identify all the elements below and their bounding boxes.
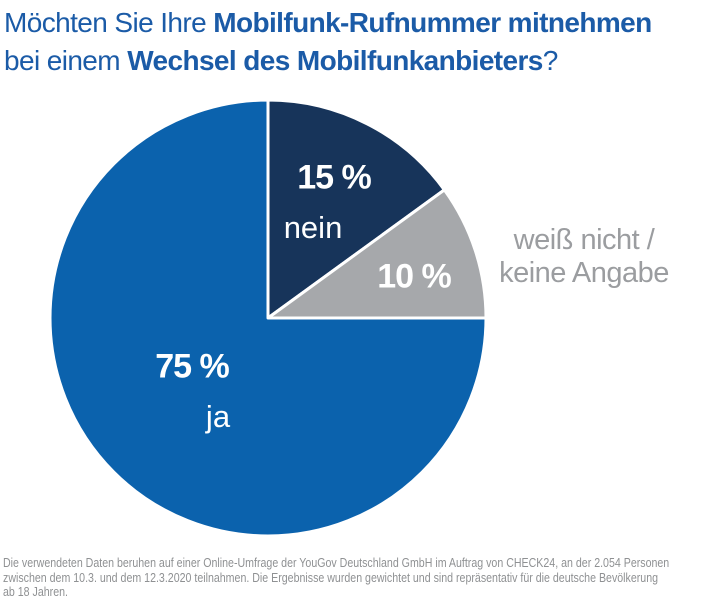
outside-label-line-2: keine Angabe [499, 257, 669, 289]
title-line2-regular: bei einem [4, 45, 128, 76]
title-line1-regular: Möchten Sie Ihre [4, 7, 214, 38]
pie-chart [48, 98, 488, 538]
slice-name-ja: ja [205, 399, 231, 434]
source-note: Die verwendeten Daten beruhen auf einer … [3, 556, 710, 600]
source-note-line-1: Die verwendeten Daten beruhen auf einer … [3, 556, 670, 570]
slice-percent-nein: 15 % [297, 158, 371, 197]
chart-title-line-2: bei einem Wechsel des Mobilfunkanbieters… [4, 42, 710, 80]
source-note-line-2: zwischen dem 10.3. und dem 12.3.2020 tei… [3, 570, 659, 585]
pie-slice-nein [266, 98, 446, 320]
slice-name-nein: nein [283, 210, 343, 245]
pie-chart-svg [48, 98, 488, 538]
slice-percent-ja: 75 % [155, 347, 229, 386]
pie-slice-ja [48, 98, 488, 538]
slice-name-weiss-nicht: weiß nicht / keine Angabe [478, 224, 690, 290]
title-line1-bold: Mobilfunk-Rufnummer mitnehmen [213, 7, 652, 38]
title-line2-bold: Wechsel des Mobilfunkanbieters [127, 45, 543, 76]
slice-percent-weiss-nicht: 10 % [377, 257, 451, 296]
chart-title: Möchten Sie Ihre Mobilfunk-Rufnummer mit… [4, 4, 710, 80]
title-line2-suffix: ? [542, 45, 559, 76]
source-note-line-3: ab 18 Jahren. [3, 585, 68, 599]
outside-label-line-1: weiß nicht / [513, 224, 655, 256]
pie-slice-weiss-nicht [266, 188, 488, 320]
chart-title-line-1: Möchten Sie Ihre Mobilfunk-Rufnummer mit… [4, 4, 710, 42]
